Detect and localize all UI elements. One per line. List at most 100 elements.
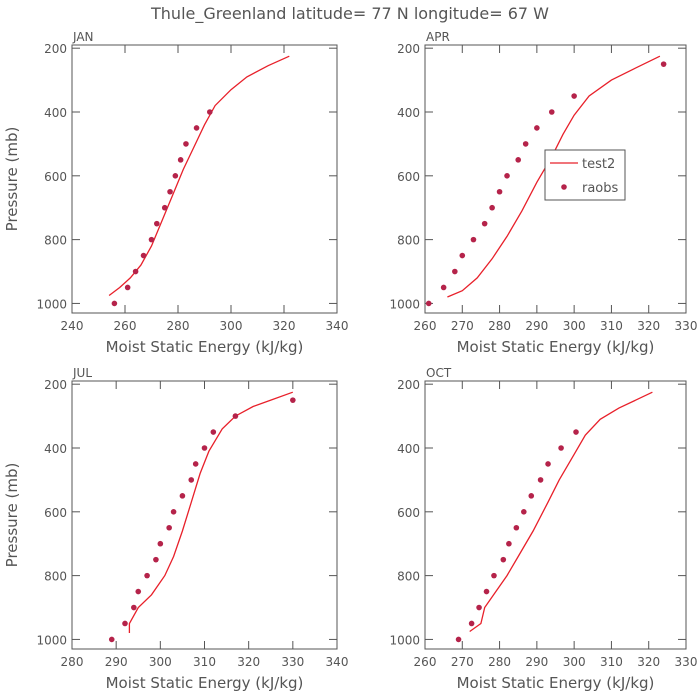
x-tick-label: 290 <box>525 319 548 333</box>
obs-point <box>170 509 177 515</box>
plot-frame <box>424 380 687 650</box>
obs-point <box>528 493 535 499</box>
x-tick-label: 270 <box>451 319 474 333</box>
obs-point <box>153 556 159 563</box>
obs-point <box>210 429 217 435</box>
x-tick-label: 280 <box>167 319 190 333</box>
x-tick-label: 280 <box>488 319 511 333</box>
obs-point <box>491 572 497 579</box>
obs-point <box>157 540 164 547</box>
x-tick-label: 300 <box>149 655 172 669</box>
x-tick-label: 260 <box>114 319 137 333</box>
y-tick-label: 600 <box>44 170 67 184</box>
obs-point <box>455 636 462 643</box>
y-tick-label: 800 <box>44 570 67 584</box>
obs-point <box>166 524 172 531</box>
obs-point <box>481 220 488 227</box>
obs-point <box>459 252 466 259</box>
panel: JAN 240 260 280 300 320 340 200 400 600 800 1000 Moi… <box>3 30 348 356</box>
obs-point <box>140 252 147 259</box>
obs-point <box>144 572 150 579</box>
panel: APR 260 270 280 290 300 310 320 330 200 400 600 800 1… <box>389 30 697 356</box>
obs-point <box>506 540 512 547</box>
profile-line <box>128 391 294 633</box>
panel-title: APR <box>426 30 450 44</box>
y-tick-label: 1000 <box>36 297 67 311</box>
legend-label: test2 <box>582 157 615 172</box>
obs-point <box>201 445 208 451</box>
y-tick-label: 1000 <box>389 633 420 647</box>
x-tick-label: 300 <box>563 655 586 669</box>
plot-frame <box>71 380 338 650</box>
x-tick-label: 260 <box>414 319 437 333</box>
y-tick-label: 600 <box>397 170 420 184</box>
y-tick-label: 1000 <box>389 297 420 311</box>
x-tick-label: 330 <box>675 655 698 669</box>
y-tick-label: 800 <box>44 234 67 248</box>
obs-point <box>515 157 522 163</box>
x-tick-label: 340 <box>326 319 349 333</box>
y-tick-label: 800 <box>397 234 420 248</box>
panel-title: OCT <box>426 366 452 380</box>
y-tick-label: 800 <box>397 570 420 584</box>
x-tick-label: 300 <box>563 319 586 333</box>
obs-point <box>161 204 168 211</box>
obs-point <box>573 429 579 435</box>
obs-point <box>534 125 540 131</box>
obs-point <box>558 445 564 451</box>
obs-point <box>179 493 186 499</box>
figure-title: Thule_Greenland latitude= 77 N longitude… <box>150 4 549 24</box>
x-tick-label: 290 <box>525 655 548 669</box>
obs-point <box>522 141 529 147</box>
obs-point <box>131 604 137 611</box>
y-tick-label: 400 <box>44 442 67 456</box>
obs-point <box>545 461 551 467</box>
obs-point <box>177 157 184 163</box>
profile-line <box>108 55 290 297</box>
y-tick-label: 400 <box>397 442 420 456</box>
plot-frame <box>424 44 687 314</box>
x-tick-label: 310 <box>600 319 623 333</box>
obs-point <box>124 284 131 291</box>
x-tick-label: 280 <box>488 655 511 669</box>
obs-point <box>148 236 155 243</box>
x-tick-label: 300 <box>220 319 243 333</box>
x-tick-label: 320 <box>637 655 660 669</box>
obs-point <box>183 141 189 147</box>
legend-box <box>544 149 626 201</box>
obs-point <box>188 477 195 483</box>
obs-point <box>571 93 577 99</box>
obs-point <box>232 413 239 419</box>
obs-point <box>521 509 527 515</box>
obs-point <box>192 461 199 467</box>
x-tick-label: 280 <box>61 655 84 669</box>
x-axis-label: Moist Static Energy (kJ/kg) <box>457 674 655 692</box>
x-tick-label: 320 <box>637 319 660 333</box>
plot-frame <box>71 44 338 314</box>
obs-point <box>504 173 510 179</box>
obs-point <box>660 61 667 67</box>
obs-point <box>500 556 507 563</box>
profile-line <box>469 391 653 633</box>
x-tick-label: 320 <box>273 319 296 333</box>
obs-point <box>154 220 160 227</box>
y-tick-label: 200 <box>397 42 420 56</box>
obs-point <box>440 284 447 291</box>
obs-point <box>425 300 432 307</box>
y-tick-label: 400 <box>397 106 420 120</box>
panel-title: JAN <box>72 30 94 44</box>
obs-point <box>122 620 128 627</box>
y-tick-label: 200 <box>397 378 420 392</box>
x-tick-label: 310 <box>600 655 623 669</box>
x-tick-label: 240 <box>61 319 84 333</box>
obs-point <box>489 204 495 211</box>
x-tick-label: 260 <box>414 655 437 669</box>
x-axis-label: Moist Static Energy (kJ/kg) <box>106 338 304 356</box>
panel: JUL 280 290 300 310 320 330 340 200 400 600 800 1000… <box>3 366 348 692</box>
obs-point <box>132 268 139 275</box>
obs-point <box>290 397 296 403</box>
obs-point <box>172 173 179 179</box>
x-tick-label: 310 <box>193 655 216 669</box>
x-axis-label: Moist Static Energy (kJ/kg) <box>457 338 655 356</box>
